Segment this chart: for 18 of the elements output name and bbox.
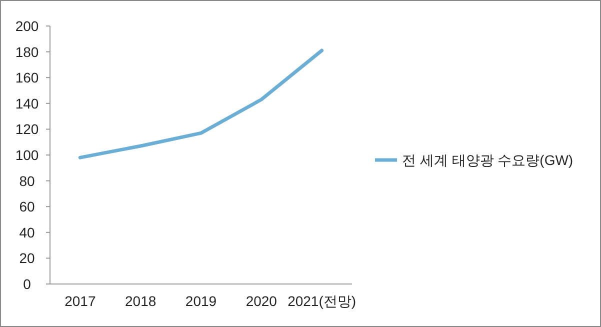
- x-tick-label: 2021(전망): [288, 293, 356, 309]
- y-tick-label: 120: [15, 121, 39, 138]
- legend-label: 전 세계 태양광 수요량(GW): [402, 152, 574, 168]
- y-tick-label: 20: [19, 250, 35, 266]
- x-tick-label: 2019: [185, 293, 217, 309]
- x-tick-label: 2017: [64, 293, 96, 309]
- y-tick-label: 140: [15, 95, 39, 112]
- y-tick-label: 100: [15, 147, 39, 163]
- line-series: [78, 48, 324, 160]
- y-tick-label: 200: [15, 18, 39, 34]
- x-tick-label: 2020: [246, 293, 278, 309]
- y-tick-label: 160: [15, 70, 39, 86]
- x-tick-label: 2018: [125, 293, 156, 309]
- y-tick-label: 0: [23, 276, 32, 292]
- y-tick-label: 60: [19, 198, 35, 215]
- y-tick-label: 180: [15, 44, 39, 60]
- y-tick-label: 80: [19, 172, 35, 189]
- y-tick-label: 40: [19, 224, 35, 240]
